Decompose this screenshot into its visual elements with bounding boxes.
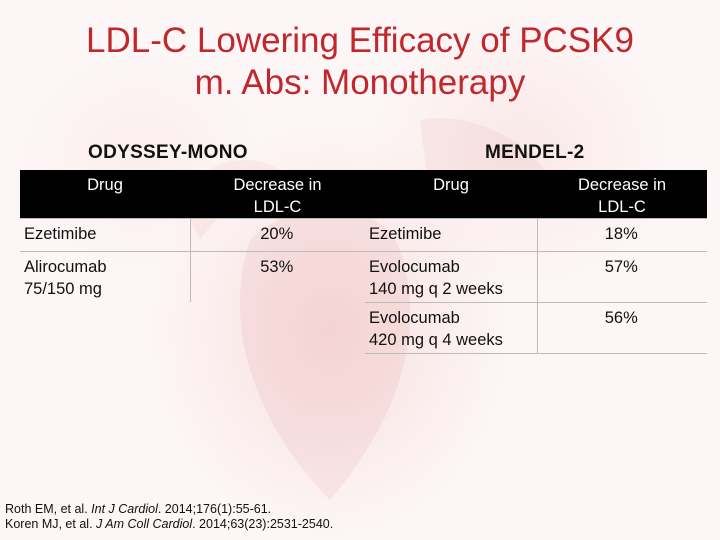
title-line-2: m. Abs: Monotherapy	[194, 63, 526, 102]
drug-name: Evolocumab	[369, 309, 460, 327]
table-header-row: Drug Decrease in LDL-C	[365, 170, 707, 219]
slide-title: LDL-C Lowering Efficacy of PCSK9 m. Abs:…	[0, 20, 720, 104]
decrease-column-header: Decrease in LDL-C	[190, 170, 365, 219]
decrease-column-header: Decrease in LDL-C	[537, 170, 707, 219]
table-row: Ezetimibe 18%	[365, 218, 707, 252]
value-cell: 56%	[536, 302, 707, 354]
drug-cell: Ezetimibe	[365, 218, 538, 252]
reference-2: Koren MJ, et al. J Am Coll Cardiol. 2014…	[5, 517, 333, 532]
references: Roth EM, et al. Int J Cardiol. 2014;176(…	[5, 502, 333, 532]
ref1-journal: Int J Cardiol	[91, 502, 158, 516]
drug-column-header: Drug	[20, 170, 190, 219]
table-row: Evolocumab 140 mg q 2 weeks 57%	[365, 251, 707, 303]
value-cell: 20%	[189, 218, 365, 252]
drug-column-header: Drug	[365, 170, 537, 219]
drug-dose: 140 mg q 2 weeks	[369, 280, 503, 298]
value-cell: 53%	[189, 251, 365, 302]
table-header-row: Drug Decrease in LDL-C	[20, 170, 365, 219]
value-cell: 57%	[536, 251, 707, 303]
ref2-authors: Koren MJ, et al.	[5, 517, 97, 531]
ref2-journal: J Am Coll Cardiol	[96, 517, 193, 531]
drug-cell: Alirocumab 75/150 mg	[20, 251, 191, 302]
ref1-details: . 2014;176(1):55-61.	[157, 502, 272, 516]
drug-dose: 75/150 mg	[24, 280, 102, 298]
odyssey-mono-table: Drug Decrease in LDL-C Ezetimibe 20% Ali…	[20, 170, 365, 302]
table-row: Evolocumab 420 mg q 4 weeks 56%	[365, 302, 707, 354]
ref1-authors: Roth EM, et al.	[5, 502, 92, 516]
decrease-header-line-1: Decrease in	[233, 176, 322, 194]
decrease-header-line-2: LDL-C	[598, 198, 646, 216]
drug-name: Ezetimibe	[24, 225, 97, 243]
table-row: Ezetimibe 20%	[20, 218, 365, 252]
drug-cell: Ezetimibe	[20, 218, 191, 252]
ref2-details: . 2014;63(23):2531-2540.	[192, 517, 334, 531]
odyssey-mono-heading: ODYSSEY-MONO	[88, 142, 248, 163]
drug-name: Evolocumab	[369, 258, 460, 276]
value-cell: 18%	[536, 218, 707, 252]
table-row: Alirocumab 75/150 mg 53%	[20, 251, 365, 302]
drug-name: Ezetimibe	[369, 225, 442, 243]
decrease-header-line-2: LDL-C	[253, 198, 302, 216]
reference-1: Roth EM, et al. Int J Cardiol. 2014;176(…	[5, 502, 333, 517]
mendel-2-table: Drug Decrease in LDL-C Ezetimibe 18% Evo…	[365, 170, 707, 354]
decrease-header-line-1: Decrease in	[577, 176, 667, 194]
drug-cell: Evolocumab 140 mg q 2 weeks	[365, 251, 538, 303]
drug-cell: Evolocumab 420 mg q 4 weeks	[365, 302, 538, 354]
drug-name: Alirocumab	[24, 258, 107, 276]
title-line-1: LDL-C Lowering Efficacy of PCSK9	[86, 21, 634, 60]
mendel-2-heading: MENDEL-2	[485, 142, 585, 163]
drug-dose: 420 mg q 4 weeks	[369, 331, 503, 349]
